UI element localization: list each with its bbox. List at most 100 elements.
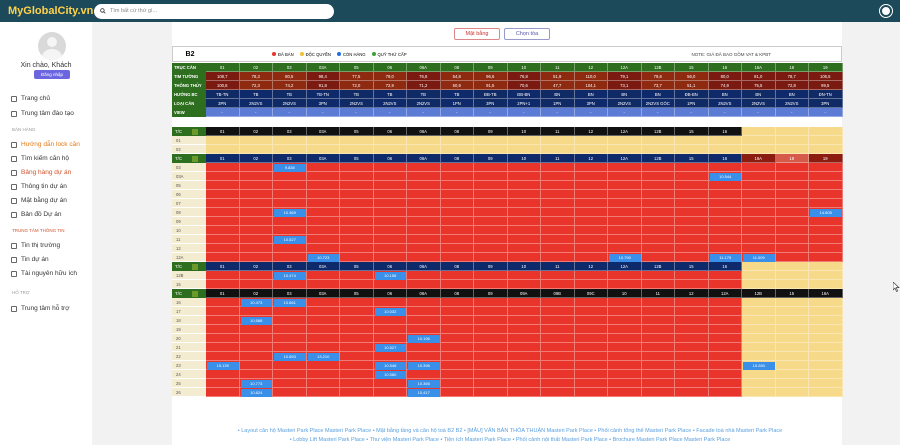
apartment-cell[interactable] [541, 370, 575, 379]
sidebar-item-project-info[interactable]: Thông tin dự án [0, 181, 92, 192]
apartment-cell[interactable] [574, 190, 608, 199]
apartment-cell[interactable] [608, 352, 642, 361]
apartment-cell[interactable] [708, 199, 742, 208]
apartment-cell[interactable] [206, 208, 240, 217]
apartment-cell[interactable] [373, 244, 407, 253]
apartment-cell[interactable] [775, 172, 809, 181]
apartment-cell[interactable] [440, 208, 474, 217]
apartment-cell[interactable] [440, 370, 474, 379]
apartment-cell[interactable] [708, 388, 742, 397]
apartment-cell[interactable] [407, 307, 441, 316]
apartment-cell[interactable] [206, 343, 240, 352]
apartment-cell[interactable] [541, 388, 575, 397]
apartment-cell[interactable] [675, 217, 709, 226]
apartment-cell[interactable] [340, 226, 374, 235]
apartment-cell[interactable] [541, 271, 575, 280]
apartment-cell[interactable] [239, 235, 273, 244]
apartment-cell[interactable] [373, 352, 407, 361]
apartment-cell[interactable] [206, 316, 240, 325]
available-apartment-chip[interactable]: 10.156 [374, 271, 406, 280]
apartment-cell[interactable] [273, 316, 307, 325]
apartment-cell[interactable] [742, 199, 776, 208]
apartment-cell[interactable] [708, 280, 742, 289]
apartment-cell[interactable] [273, 379, 307, 388]
apartment-cell[interactable] [440, 343, 474, 352]
apartment-cell[interactable] [608, 226, 642, 235]
apartment-cell[interactable] [474, 343, 508, 352]
apartment-cell[interactable] [273, 244, 307, 253]
available-apartment-chip[interactable]: 10.824 [240, 388, 272, 397]
apartment-cell[interactable] [474, 181, 508, 190]
apartment-cell[interactable] [708, 334, 742, 343]
apartment-cell[interactable] [407, 217, 441, 226]
chevron-down-icon[interactable] [192, 155, 199, 162]
apartment-cell[interactable] [507, 379, 541, 388]
apartment-cell[interactable] [206, 190, 240, 199]
apartment-cell[interactable] [306, 181, 340, 190]
apartment-cell[interactable] [340, 388, 374, 397]
apartment-cell[interactable] [641, 307, 675, 316]
apartment-cell[interactable] [708, 271, 742, 280]
apartment-cell[interactable] [206, 226, 240, 235]
chevron-down-icon[interactable] [192, 128, 199, 135]
apartment-cell[interactable] [541, 352, 575, 361]
search-input[interactable]: Tìm bất cứ thứ gì... [94, 3, 334, 19]
apartment-cell[interactable] [507, 208, 541, 217]
apartment-cell[interactable] [608, 298, 642, 307]
apartment-cell[interactable] [340, 172, 374, 181]
apartment-cell[interactable] [407, 163, 441, 172]
apartment-cell[interactable] [708, 226, 742, 235]
apartment-cell[interactable] [407, 190, 441, 199]
apartment-cell[interactable] [675, 163, 709, 172]
apartment-cell[interactable] [340, 307, 374, 316]
apartment-cell[interactable] [273, 199, 307, 208]
apartment-cell[interactable] [206, 370, 240, 379]
apartment-cell[interactable] [474, 217, 508, 226]
apartment-cell[interactable] [608, 190, 642, 199]
apartment-cell[interactable] [440, 217, 474, 226]
apartment-cell[interactable] [373, 316, 407, 325]
apartment-cell[interactable] [373, 226, 407, 235]
apartment-cell[interactable] [474, 388, 508, 397]
apartment-cell[interactable] [809, 226, 843, 235]
apartment-cell[interactable] [641, 208, 675, 217]
apartment-cell[interactable] [608, 172, 642, 181]
apartment-cell[interactable] [708, 181, 742, 190]
apartment-cell[interactable] [306, 370, 340, 379]
apartment-cell[interactable] [675, 334, 709, 343]
chevron-down-icon[interactable] [192, 290, 199, 297]
apartment-cell[interactable] [675, 343, 709, 352]
apartment-cell[interactable] [273, 388, 307, 397]
apartment-cell[interactable] [507, 190, 541, 199]
apartment-cell[interactable] [608, 244, 642, 253]
apartment-cell[interactable] [742, 235, 776, 244]
apartment-cell[interactable] [541, 199, 575, 208]
apartment-cell[interactable] [641, 316, 675, 325]
apartment-cell[interactable] [608, 343, 642, 352]
apartment-cell[interactable] [239, 217, 273, 226]
apartment-cell[interactable] [407, 370, 441, 379]
sidebar-item-map[interactable]: Bản đồ Dự án [0, 209, 92, 220]
apartment-cell[interactable] [809, 199, 843, 208]
apartment-cell[interactable] [708, 217, 742, 226]
apartment-cell[interactable] [239, 325, 273, 334]
apartment-cell[interactable] [641, 343, 675, 352]
apartment-cell[interactable] [775, 181, 809, 190]
apartment-cell[interactable] [507, 163, 541, 172]
apartment-cell[interactable] [273, 280, 307, 289]
apartment-cell[interactable] [708, 235, 742, 244]
apartment-cell[interactable] [340, 379, 374, 388]
apartment-cell[interactable] [641, 217, 675, 226]
apartment-cell[interactable] [340, 280, 374, 289]
apartment-cell[interactable] [340, 163, 374, 172]
apartment-cell[interactable] [206, 388, 240, 397]
login-button[interactable]: Đăng nhập [34, 70, 70, 79]
apartment-cell[interactable] [440, 361, 474, 370]
apartment-cell[interactable] [507, 316, 541, 325]
apartment-cell[interactable] [541, 235, 575, 244]
apartment-cell[interactable] [440, 316, 474, 325]
apartment-cell[interactable] [809, 244, 843, 253]
apartment-cell[interactable] [306, 271, 340, 280]
apartment-cell[interactable] [574, 325, 608, 334]
available-apartment-chip[interactable]: 10.527 [374, 343, 406, 352]
